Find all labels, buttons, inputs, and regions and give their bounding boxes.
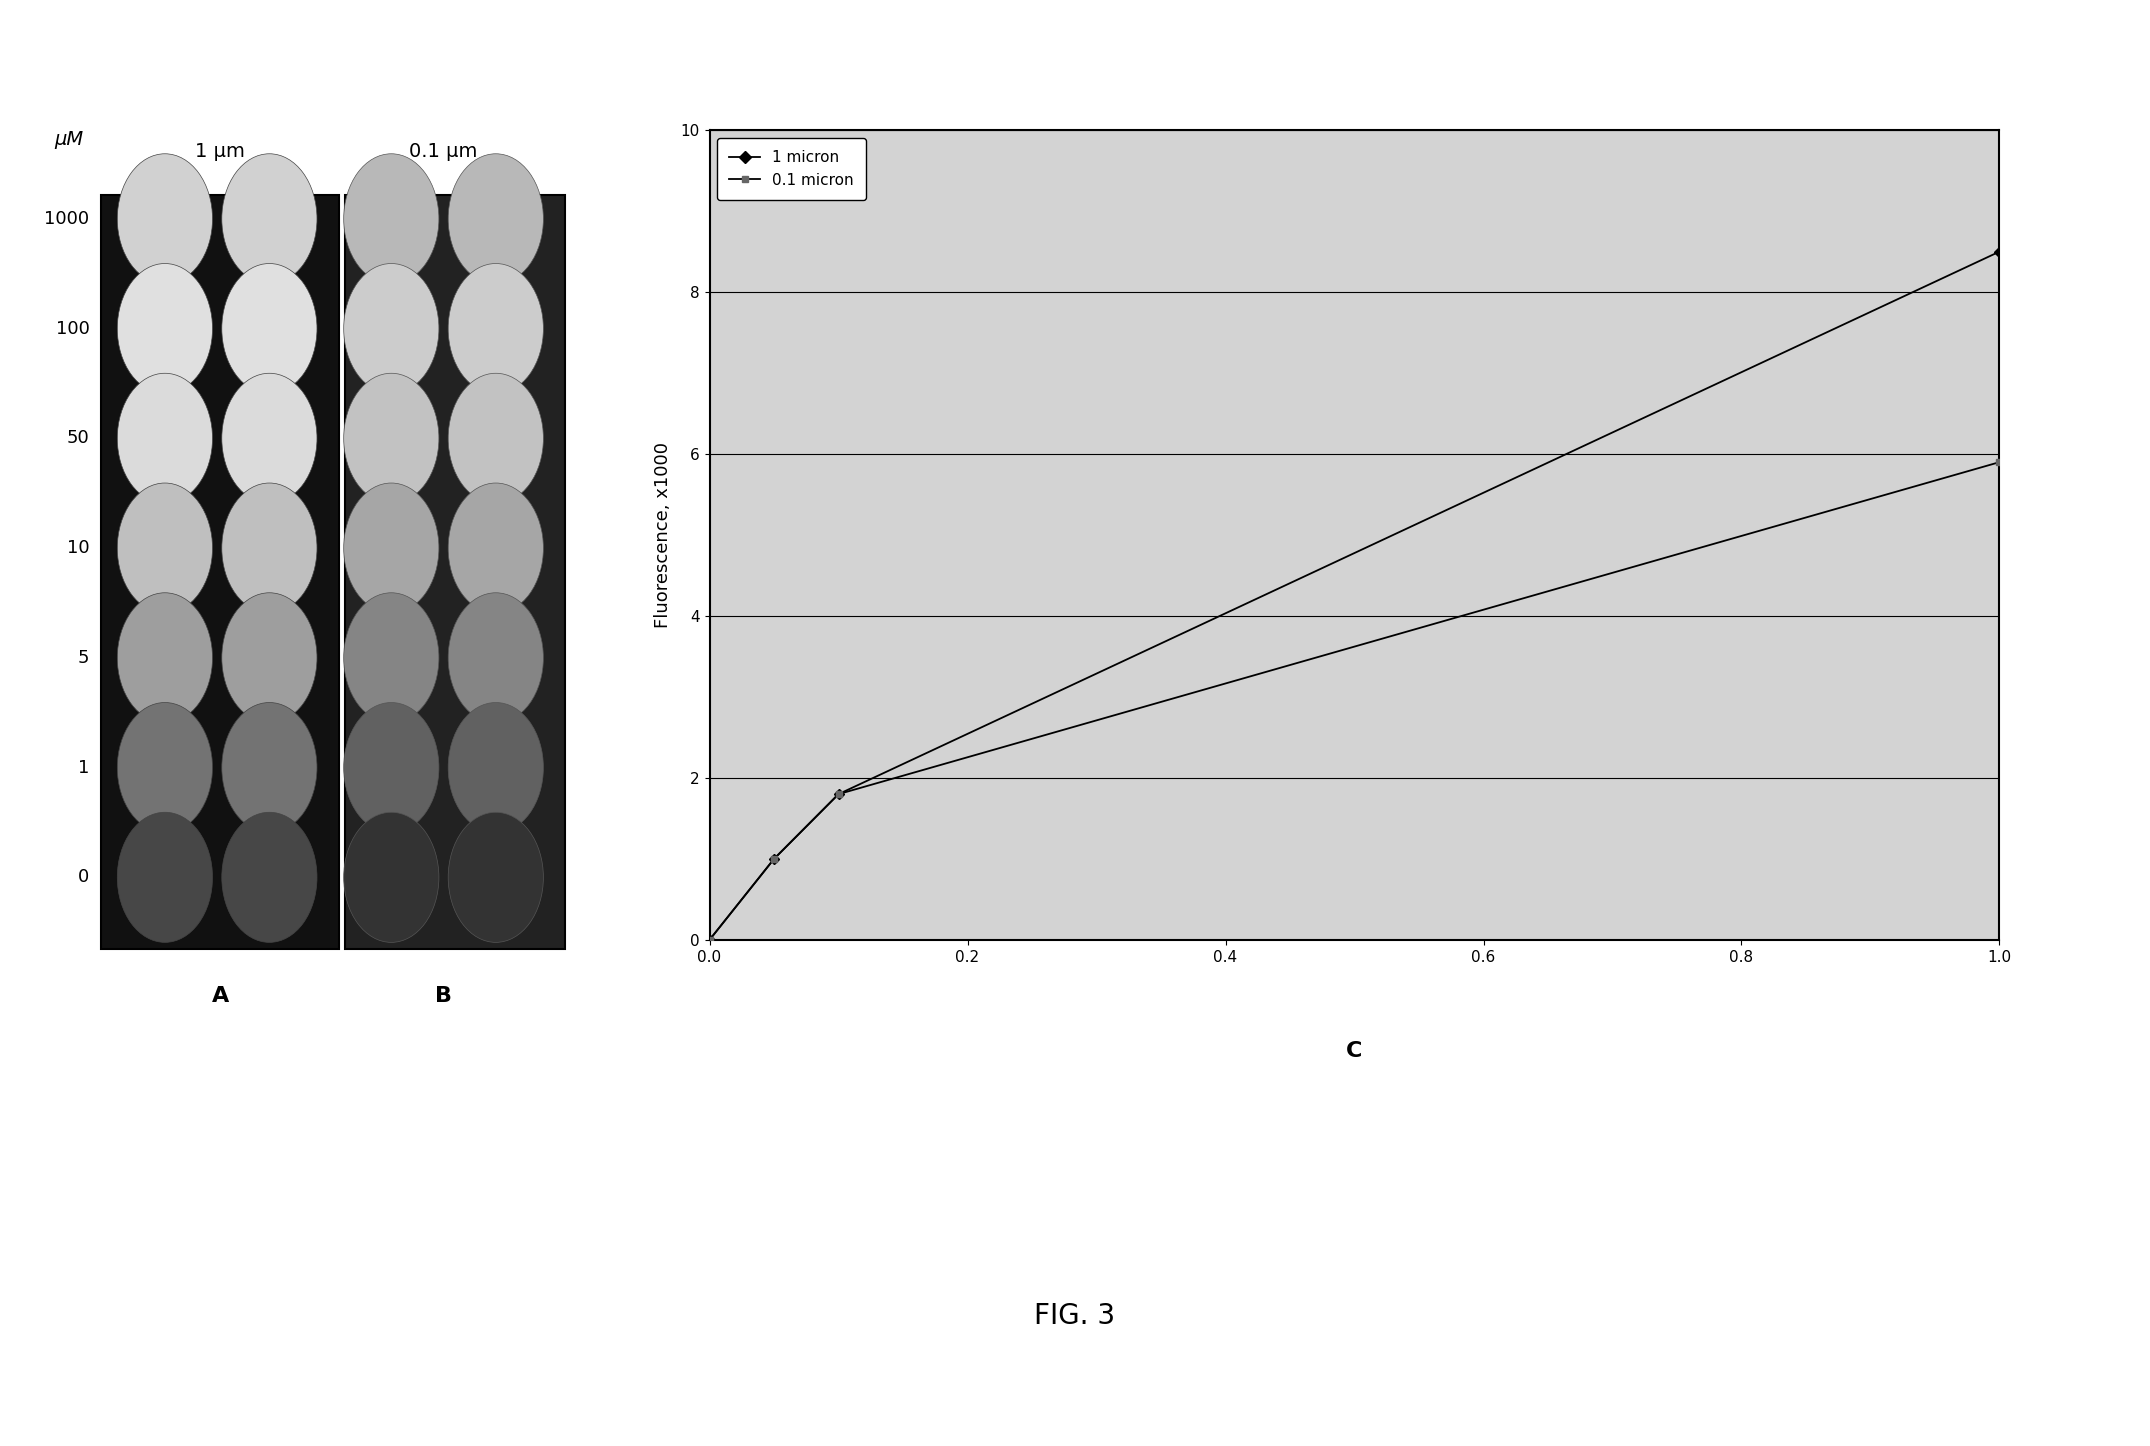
Circle shape: [447, 373, 544, 503]
Text: 1: 1: [77, 759, 90, 777]
Circle shape: [118, 703, 213, 833]
Text: A: A: [211, 986, 228, 1006]
Bar: [101, 195, 340, 949]
Circle shape: [344, 263, 439, 393]
Circle shape: [118, 483, 213, 613]
Text: 100: 100: [56, 320, 90, 337]
0.1 micron: [826, 785, 851, 803]
Circle shape: [447, 483, 544, 613]
Circle shape: [344, 373, 439, 503]
Circle shape: [447, 703, 544, 833]
Circle shape: [221, 483, 316, 613]
Text: 10: 10: [67, 539, 90, 557]
Bar: [344, 195, 565, 949]
Circle shape: [221, 153, 316, 283]
Text: 1000: 1000: [45, 210, 90, 228]
1 micron: [761, 850, 787, 868]
Circle shape: [447, 263, 544, 393]
Circle shape: [221, 593, 316, 723]
Circle shape: [118, 593, 213, 723]
Line: 0.1 micron: 0.1 micron: [705, 458, 2004, 943]
Circle shape: [221, 373, 316, 503]
Text: 1 μm: 1 μm: [196, 142, 245, 161]
Text: 50: 50: [67, 429, 90, 447]
Circle shape: [221, 813, 316, 943]
Circle shape: [344, 483, 439, 613]
Circle shape: [344, 593, 439, 723]
Text: C: C: [1346, 1041, 1363, 1061]
Text: 0.1 μm: 0.1 μm: [408, 142, 477, 161]
Text: 0: 0: [77, 869, 90, 886]
1 micron: [1987, 243, 2012, 260]
Circle shape: [344, 153, 439, 283]
Circle shape: [447, 593, 544, 723]
1 micron: [826, 785, 851, 803]
0.1 micron: [697, 931, 722, 949]
0.1 micron: [761, 850, 787, 868]
Y-axis label: Fluorescence, x1000: Fluorescence, x1000: [654, 442, 673, 628]
Text: FIG. 3: FIG. 3: [1034, 1301, 1116, 1330]
Circle shape: [344, 813, 439, 943]
Circle shape: [221, 703, 316, 833]
Text: μM: μM: [54, 130, 84, 149]
Circle shape: [118, 373, 213, 503]
1 micron: [697, 931, 722, 949]
0.1 micron: [1987, 454, 2012, 471]
Text: 5: 5: [77, 649, 90, 667]
Legend: 1 micron, 0.1 micron: 1 micron, 0.1 micron: [718, 137, 866, 200]
Circle shape: [447, 153, 544, 283]
Circle shape: [344, 703, 439, 833]
Circle shape: [118, 813, 213, 943]
Text: B: B: [434, 986, 451, 1006]
Circle shape: [221, 263, 316, 393]
Circle shape: [118, 263, 213, 393]
Circle shape: [447, 813, 544, 943]
Circle shape: [118, 153, 213, 283]
Line: 1 micron: 1 micron: [705, 249, 2004, 943]
